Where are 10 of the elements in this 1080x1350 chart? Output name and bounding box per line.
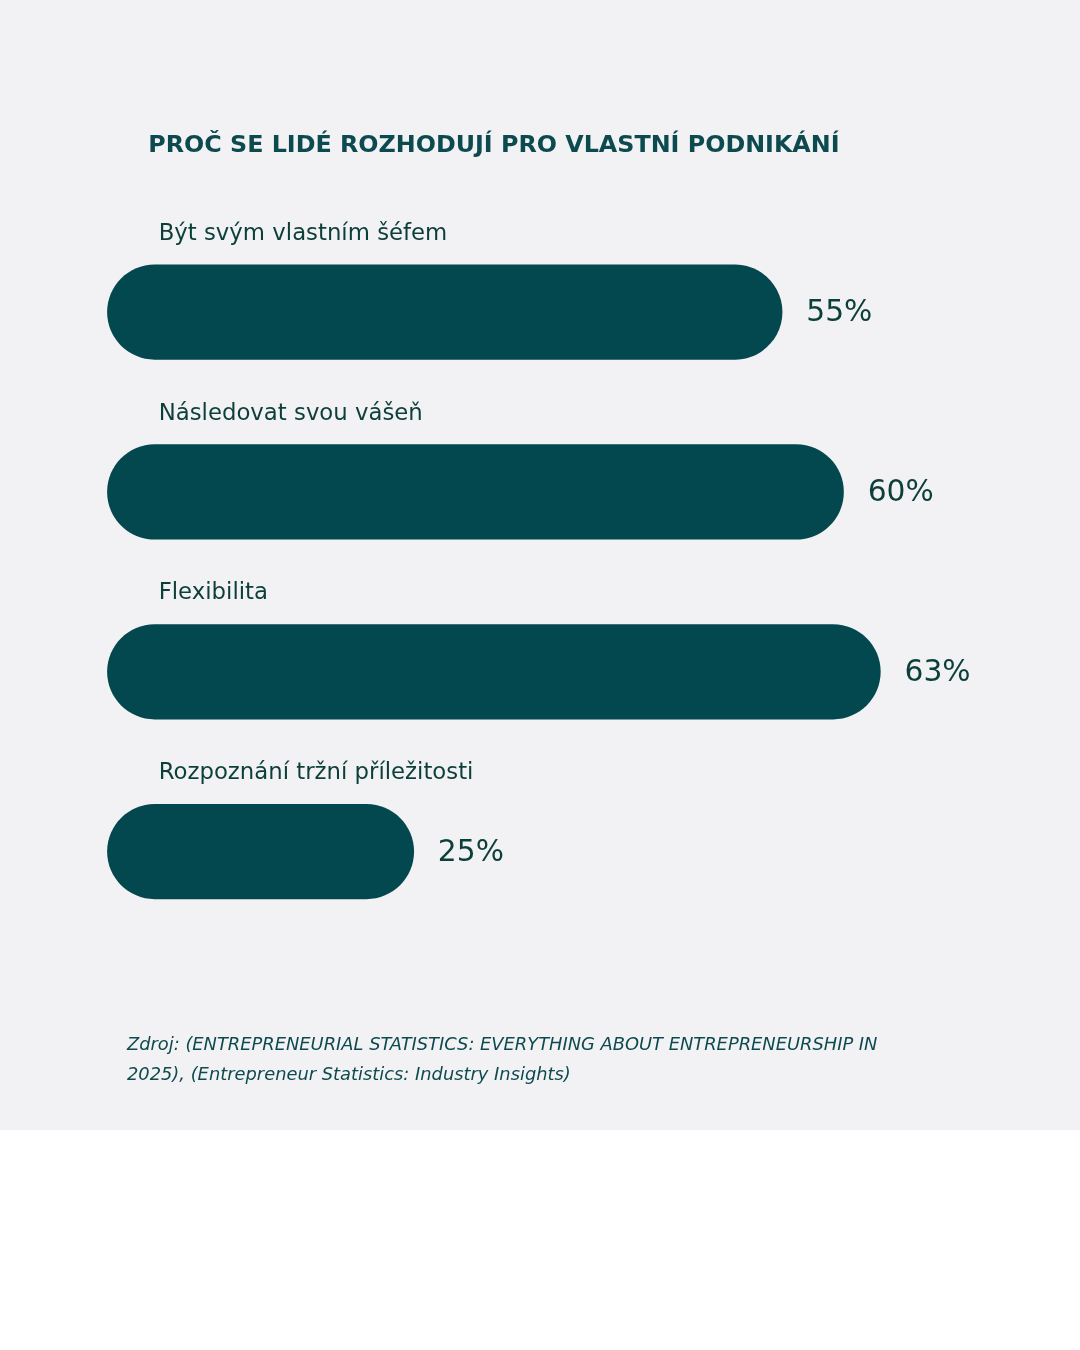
- data-label: 55%: [806, 293, 873, 329]
- data-label: 60%: [867, 472, 934, 508]
- data-label: 63%: [904, 652, 971, 688]
- y-tick-label: Rozpoznání tržní příležitosti: [158, 758, 474, 785]
- chart-title: PROČ SE LIDÉ ROZHODUJÍ PRO VLASTNÍ PODNIKÁNÍ: [148, 130, 840, 159]
- data-label: 25%: [437, 832, 504, 868]
- y-tick-label: Být svým vlastním šéfem: [158, 218, 448, 245]
- y-tick-label: Flexibilita: [158, 578, 268, 605]
- y-tick-label: Následovat svou vášeň: [158, 398, 423, 425]
- text: Zdroj: (ENTREPRENEURIAL STATISTICS: EVERYTHING ABOUT ENTREPRENEURSHIP IN 2025), (Entrepreneur Statistics: Industry Insights): [125, 1032, 878, 1084]
